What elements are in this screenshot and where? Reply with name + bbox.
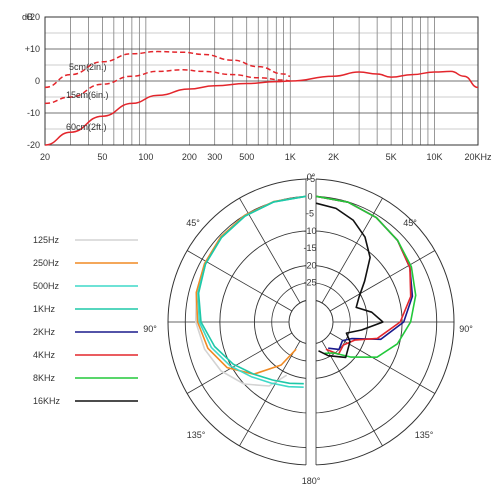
x-tick-label: 300 [207,152,222,162]
r-tick-label: 0 [307,191,312,201]
polar-legend: 125Hz 250Hz 500Hz 1KHz 2KHz 4KHz 8KHz 16KHz [33,235,138,406]
legend-label: 8KHz [33,373,56,383]
series-label: 5cm(2in.) [69,62,107,72]
r-tick-label: -5 [306,209,314,219]
y-tick-label: -10 [27,108,40,118]
polar-spoke [239,340,301,447]
series-line [44,70,479,146]
polar-series-line [195,195,307,387]
x-tick-label: 100 [138,152,153,162]
y-tick-label: -20 [27,140,40,150]
legend-label: 250Hz [33,258,60,268]
polar-spoke [321,197,383,304]
x-tick-label: 10K [427,152,443,162]
angle-label: 135° [187,430,206,440]
series-line [44,50,291,89]
angle-label: 180° [302,476,321,486]
legend-label: 4KHz [33,350,56,360]
angle-label: 45° [186,218,200,228]
legend-label: 125Hz [33,235,60,245]
x-tick-label: 200 [182,152,197,162]
polar-series-line [315,202,384,359]
x-tick-label: 20 [40,152,50,162]
angle-label: 90° [459,324,473,334]
x-tick-label: 2K [328,152,339,162]
x-tick-label: 1K [285,152,296,162]
polar-series-line [197,195,307,385]
r-tick-label: +5 [305,174,315,184]
polar-spoke [239,197,301,304]
polar-spoke [321,340,383,447]
angle-label: 0° [307,172,316,182]
plot-frame [44,16,479,146]
polar-divider [306,177,316,467]
series-label: 60cm(2ft.) [66,122,107,132]
series-line [44,69,291,105]
polar-spoke [186,332,293,394]
legend-label: 2KHz [33,327,56,337]
angle-label: 45° [403,218,417,228]
polar-spoke [186,250,293,312]
r-tick-label: -15 [303,243,316,253]
x-tick-label: 500 [239,152,254,162]
y-tick-label: +10 [25,44,40,54]
series-label: 15cm(6in.) [66,90,109,100]
x-tick-label: 20KHz [464,152,492,162]
polar-series-line [315,195,417,358]
legend-label: 1KHz [33,304,56,314]
polar-spoke [329,332,436,394]
y-tick-label: +20 [25,12,40,22]
legend-label: 500Hz [33,281,60,291]
r-tick-label: -10 [303,226,316,236]
y-tick-label: 0 [35,76,40,86]
angle-label: 90° [143,324,157,334]
polar-spoke [329,250,436,312]
polar-pattern-chart: +5 0 -5 -10 -15 -20 -25 0° 45° 90° 135° 180° 135° 90°… [143,172,473,486]
x-tick-label: 5K [386,152,397,162]
legend-label: 16KHz [33,396,61,406]
r-tick-label: -20 [303,260,316,270]
x-tick-label: 50 [97,152,107,162]
y-unit-label: dB [22,12,33,22]
angle-label: 135° [415,430,434,440]
r-tick-label: -25 [303,278,316,288]
